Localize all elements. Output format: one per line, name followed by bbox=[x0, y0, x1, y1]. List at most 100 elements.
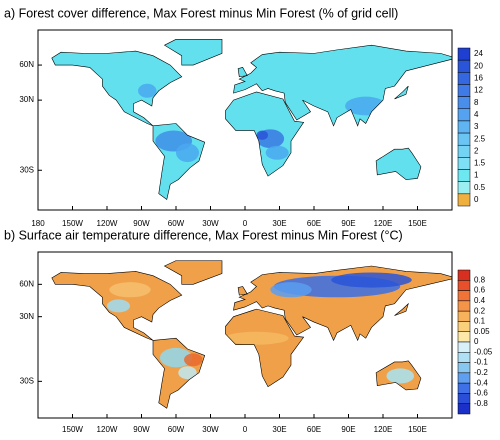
lon-label: 60W bbox=[168, 219, 185, 228]
field-patch bbox=[331, 272, 412, 288]
colorbar-label: 0.5 bbox=[474, 183, 486, 192]
lon-label: 180 bbox=[31, 219, 45, 228]
lat-label: 30S bbox=[20, 165, 34, 174]
colorbar-label: -0.05 bbox=[474, 347, 493, 356]
lat-label: 60N bbox=[19, 279, 34, 288]
colorbar-label: 20 bbox=[474, 61, 483, 70]
continent bbox=[376, 148, 421, 180]
continent bbox=[238, 67, 248, 77]
lon-label: 150W bbox=[62, 219, 83, 228]
colorbar-box bbox=[457, 144, 471, 158]
colorbar-box bbox=[457, 120, 471, 134]
lon-label: 150E bbox=[408, 425, 427, 434]
panel-title: a) Forest cover difference, Max Forest m… bbox=[4, 6, 398, 20]
field-patch bbox=[265, 145, 289, 160]
coastline bbox=[225, 308, 305, 388]
lon-label: 90W bbox=[133, 425, 150, 434]
colorbar-label: 0 bbox=[474, 195, 479, 204]
field-patch bbox=[256, 130, 268, 140]
colorbar-label: -0.1 bbox=[474, 358, 488, 367]
continent bbox=[233, 45, 452, 126]
colorbar-box bbox=[457, 269, 471, 281]
colorbar-label: -0.6 bbox=[474, 389, 488, 398]
colorbar-label: 4 bbox=[474, 110, 479, 119]
field-patch bbox=[386, 368, 415, 384]
colorbar-label: 0.8 bbox=[474, 275, 486, 284]
colorbar-box bbox=[457, 169, 471, 182]
lon-label: 60E bbox=[307, 219, 321, 228]
lat-label: 30N bbox=[19, 95, 34, 104]
continent bbox=[225, 309, 304, 387]
lon-label: 0 bbox=[243, 425, 248, 434]
coastline bbox=[237, 286, 248, 296]
field-patch bbox=[138, 83, 157, 98]
continent bbox=[164, 260, 222, 285]
colorbar-box bbox=[457, 84, 471, 97]
lon-label: 150W bbox=[62, 425, 83, 434]
coastline bbox=[233, 265, 453, 342]
coastline bbox=[163, 39, 223, 66]
continent bbox=[394, 303, 409, 316]
colorbar-label: 1 bbox=[474, 171, 479, 180]
lon-label: 120E bbox=[374, 219, 393, 228]
colorbar-box bbox=[457, 310, 471, 322]
lon-label: 60W bbox=[168, 425, 185, 434]
field-patch bbox=[224, 331, 289, 345]
lon-label: 30W bbox=[202, 425, 219, 434]
colorbar-box bbox=[457, 393, 471, 404]
lon-label: 120W bbox=[97, 425, 118, 434]
colorbar-label: 2.5 bbox=[474, 134, 486, 143]
coastline bbox=[237, 67, 248, 78]
colorbar-box bbox=[457, 352, 471, 363]
lon-label: 30E bbox=[272, 425, 286, 434]
panel-title: b) Surface air temperature difference, M… bbox=[4, 228, 403, 242]
continent bbox=[394, 86, 409, 99]
colorbar-label: 0.05 bbox=[474, 327, 490, 336]
coastline bbox=[375, 360, 422, 391]
lat-label: 30S bbox=[20, 376, 34, 385]
colorbar-box bbox=[457, 157, 471, 170]
colorbar-label: 1.5 bbox=[474, 159, 486, 168]
colorbar-label: 2 bbox=[474, 146, 479, 155]
colorbar-box bbox=[457, 72, 471, 85]
colorbar-box bbox=[457, 300, 471, 312]
colorbar-box bbox=[457, 372, 471, 384]
colorbar-box bbox=[457, 331, 471, 343]
lon-label: 90E bbox=[341, 425, 355, 434]
coastline bbox=[394, 302, 409, 316]
colorbar-label: 24 bbox=[474, 49, 483, 58]
coastline bbox=[394, 85, 409, 100]
lon-label: 150E bbox=[408, 219, 427, 228]
map bbox=[37, 29, 453, 211]
coastline bbox=[51, 50, 183, 127]
field-patch bbox=[107, 299, 130, 313]
colorbar-label: 0 bbox=[474, 337, 479, 346]
coastline bbox=[51, 271, 183, 341]
colorbar-box bbox=[457, 403, 471, 415]
coastline bbox=[375, 147, 422, 180]
lon-label: 0 bbox=[243, 219, 248, 228]
colorbar-box bbox=[457, 382, 471, 394]
lon-label: 120W bbox=[97, 219, 118, 228]
colorbar-label: 16 bbox=[474, 73, 483, 82]
colorbar-box bbox=[457, 59, 471, 73]
colorbar-box bbox=[457, 181, 471, 195]
continent bbox=[51, 51, 182, 126]
lon-label: 30E bbox=[272, 219, 286, 228]
field-patch bbox=[176, 143, 199, 163]
field-patch bbox=[109, 282, 151, 298]
lat-label: 60N bbox=[19, 60, 34, 69]
colorbar-label: 3 bbox=[474, 122, 479, 131]
map bbox=[37, 251, 453, 419]
continent bbox=[238, 286, 248, 296]
colorbar-label: 0.4 bbox=[474, 296, 486, 305]
colorbar-label: 0.1 bbox=[474, 317, 486, 326]
coastline bbox=[152, 123, 206, 200]
colorbar-label: -0.8 bbox=[474, 399, 488, 408]
lon-label: 90W bbox=[133, 219, 150, 228]
field-patches bbox=[107, 272, 415, 384]
colorbar-label: 0.6 bbox=[474, 286, 486, 295]
colorbar-label: -0.2 bbox=[474, 368, 488, 377]
